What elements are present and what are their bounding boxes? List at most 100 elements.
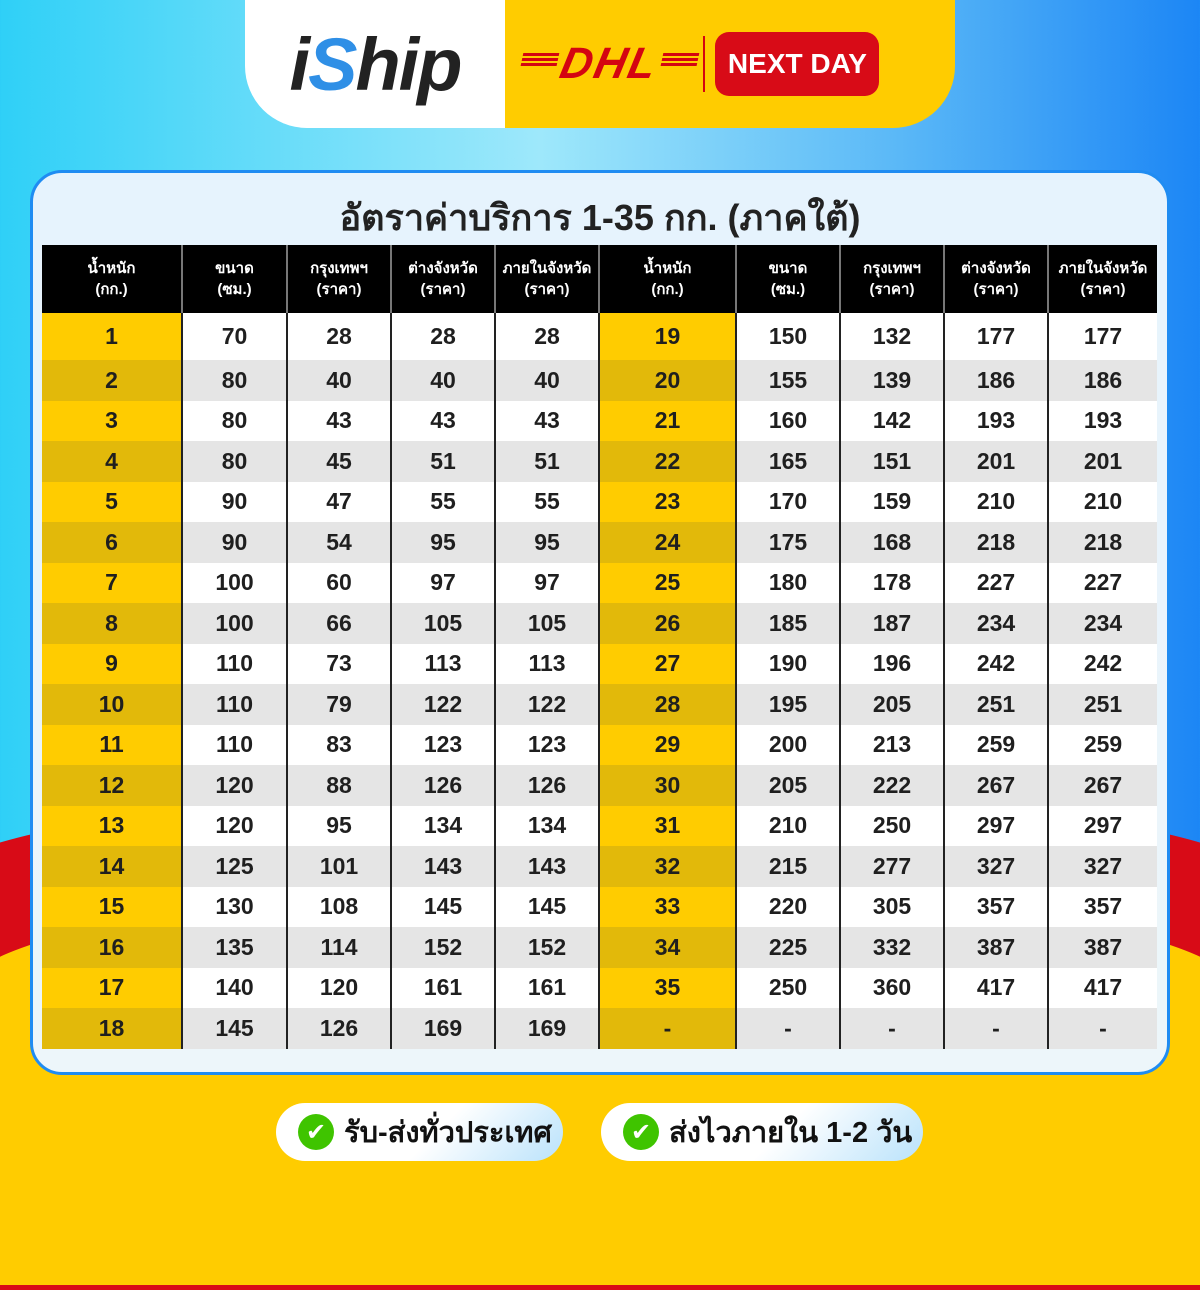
value-cell: 113: [494, 643, 599, 684]
weight-cell: 28: [598, 684, 736, 725]
value-cell: 134: [494, 805, 599, 846]
value-cell: 60: [286, 562, 391, 603]
weight-cell: 8: [42, 603, 182, 644]
weight-cell: 5: [42, 481, 182, 522]
value-cell: 210: [735, 805, 840, 846]
table-row: 15 130 108 145 145 33 220 305 357 357: [42, 886, 1157, 927]
value-cell: 196: [839, 643, 944, 684]
value-cell: 218: [943, 522, 1048, 563]
value-cell: 227: [1047, 562, 1157, 603]
weight-cell: 22: [598, 441, 736, 482]
weight-cell: 11: [42, 724, 182, 765]
column-header: กรุงเทพฯ (ราคา): [286, 245, 391, 313]
value-cell: 251: [1047, 684, 1157, 725]
value-cell: 417: [1047, 967, 1157, 1008]
value-cell: 83: [286, 724, 391, 765]
weight-cell: 4: [42, 441, 182, 482]
value-cell: 357: [943, 886, 1048, 927]
value-cell: 242: [943, 643, 1048, 684]
value-cell: 97: [390, 562, 495, 603]
value-cell: 120: [181, 805, 287, 846]
value-cell: 80: [181, 441, 287, 482]
column-header: กรุงเทพฯ (ราคา): [839, 245, 944, 313]
weight-cell: 1: [42, 313, 182, 360]
column-header: ขนาด (ซม.): [181, 245, 287, 313]
table-row: 6 90 54 95 95 24 175 168 218 218: [42, 522, 1157, 563]
value-cell: 126: [390, 765, 495, 806]
value-cell: 120: [181, 765, 287, 806]
weight-cell: 35: [598, 967, 736, 1008]
value-cell: 159: [839, 481, 944, 522]
divider: [703, 36, 706, 92]
value-cell: 47: [286, 481, 391, 522]
value-cell: 126: [494, 765, 599, 806]
column-header-line: ขนาด: [215, 260, 254, 277]
weight-cell: 24: [598, 522, 736, 563]
value-cell: 122: [390, 684, 495, 725]
table-row: 3 80 43 43 43 21 160 142 193 193: [42, 400, 1157, 441]
value-cell: 169: [494, 1008, 599, 1049]
value-cell: 186: [1047, 360, 1157, 401]
weight-cell: 10: [42, 684, 182, 725]
value-cell: 132: [839, 313, 944, 360]
value-cell: 145: [494, 886, 599, 927]
weight-cell: 19: [598, 313, 736, 360]
column-header-line: ขนาด: [768, 260, 808, 277]
value-cell: 297: [943, 805, 1048, 846]
value-cell: 305: [839, 886, 944, 927]
value-cell: 122: [494, 684, 599, 725]
value-cell: 250: [735, 967, 840, 1008]
value-cell: 195: [735, 684, 840, 725]
column-header-line: ต่างจังหวัด: [961, 260, 1031, 277]
feature-label: รับ-ส่งทั่วประเทศ: [344, 1117, 552, 1149]
table-row: 13 120 95 134 134 31 210 250 297 297: [42, 805, 1157, 846]
value-cell: 155: [735, 360, 840, 401]
column-header-line: น้ำหนัก: [643, 260, 692, 277]
value-cell: 168: [839, 522, 944, 563]
value-cell: 234: [943, 603, 1048, 644]
weight-cell: 16: [42, 927, 182, 968]
value-cell: 177: [943, 313, 1048, 360]
value-cell: 134: [390, 805, 495, 846]
value-cell: 73: [286, 643, 391, 684]
column-header-line: (ราคา): [524, 281, 570, 298]
value-cell: 95: [390, 522, 495, 563]
weight-cell: 21: [598, 400, 736, 441]
dhl-logo: DHL: [516, 39, 703, 89]
value-cell: 165: [735, 441, 840, 482]
value-cell: 357: [1047, 886, 1157, 927]
feature-label: ส่งไวภายใน 1-2 วัน: [669, 1117, 913, 1149]
value-cell: 90: [181, 481, 287, 522]
value-cell: 101: [286, 846, 391, 887]
value-cell: 205: [735, 765, 840, 806]
value-cell: 218: [1047, 522, 1157, 563]
table-row: 8 100 66 105 105 26 185 187 234 234: [42, 603, 1157, 644]
value-cell: 123: [494, 724, 599, 765]
weight-cell: 14: [42, 846, 182, 887]
table-row: 11 110 83 123 123 29 200 213 259 259: [42, 724, 1157, 765]
value-cell: 105: [494, 603, 599, 644]
weight-cell: -: [598, 1008, 736, 1049]
value-cell: 100: [181, 562, 287, 603]
value-cell: 205: [839, 684, 944, 725]
column-header: ขนาด (ซม.): [735, 245, 840, 313]
value-cell: 220: [735, 886, 840, 927]
value-cell: 95: [494, 522, 599, 563]
table-row: 18 145 126 169 169- - - - -: [42, 1008, 1157, 1049]
next-day-badge: NEXT DAY: [715, 32, 880, 96]
column-header: ต่างจังหวัด (ราคา): [943, 245, 1048, 313]
table-header-row: น้ำหนัก (กก.) ขนาด (ซม.) กรุงเทพฯ (ราคา) ต่างจ…: [42, 245, 1157, 313]
weight-cell: 3: [42, 400, 182, 441]
value-cell: 97: [494, 562, 599, 603]
value-cell: 95: [286, 805, 391, 846]
column-header-line: (ซม.): [770, 281, 806, 298]
dhl-logo-panel: DHL NEXT DAY: [505, 0, 955, 128]
value-cell: 51: [390, 441, 495, 482]
value-cell: 28: [286, 313, 391, 360]
value-cell: 150: [735, 313, 840, 360]
value-cell: 242: [1047, 643, 1157, 684]
value-cell: 43: [390, 400, 495, 441]
iship-logo: iShip: [289, 22, 463, 106]
value-cell: 40: [286, 360, 391, 401]
value-cell: 225: [735, 927, 840, 968]
